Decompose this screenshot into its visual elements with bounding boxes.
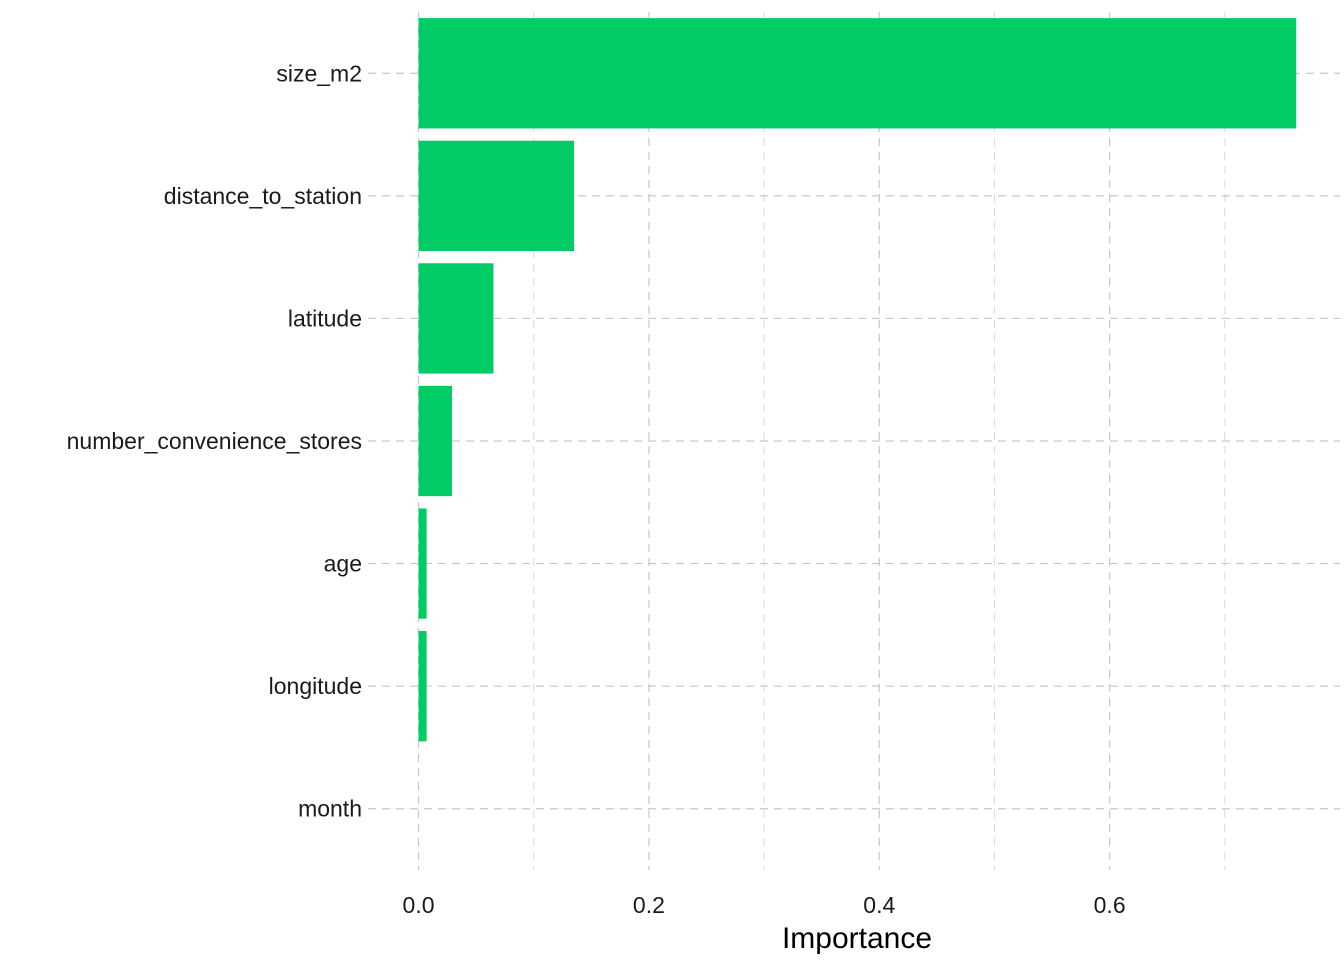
y-tick-label: age [324,551,362,577]
bar-longitude [418,630,427,742]
y-tick-label: latitude [288,305,362,331]
bar-number-convenience-stores [418,385,452,497]
y-tick-label: longitude [269,673,362,699]
bar-latitude [418,263,494,374]
y-tick-label: number_convenience_stores [67,428,362,454]
bars [418,18,1297,742]
bar-distance-to-station [418,140,575,252]
x-tick-label: 0.4 [863,892,895,918]
y-tick-label: month [298,796,362,822]
x-tick-label: 0.0 [403,892,435,918]
bar-age [418,508,427,619]
bar-size-m2 [418,18,1297,129]
x-axis-title: Importance [782,922,932,955]
x-axis-tick-labels: 0.0 0.2 0.4 0.6 [403,892,1126,918]
x-tick-label: 0.6 [1094,892,1126,918]
y-axis-tick-labels: size_m2 distance_to_station latitude number… [67,60,362,821]
y-tick-label: distance_to_station [164,183,362,209]
x-tick-label: 0.2 [633,892,665,918]
y-tick-label: size_m2 [276,60,362,86]
